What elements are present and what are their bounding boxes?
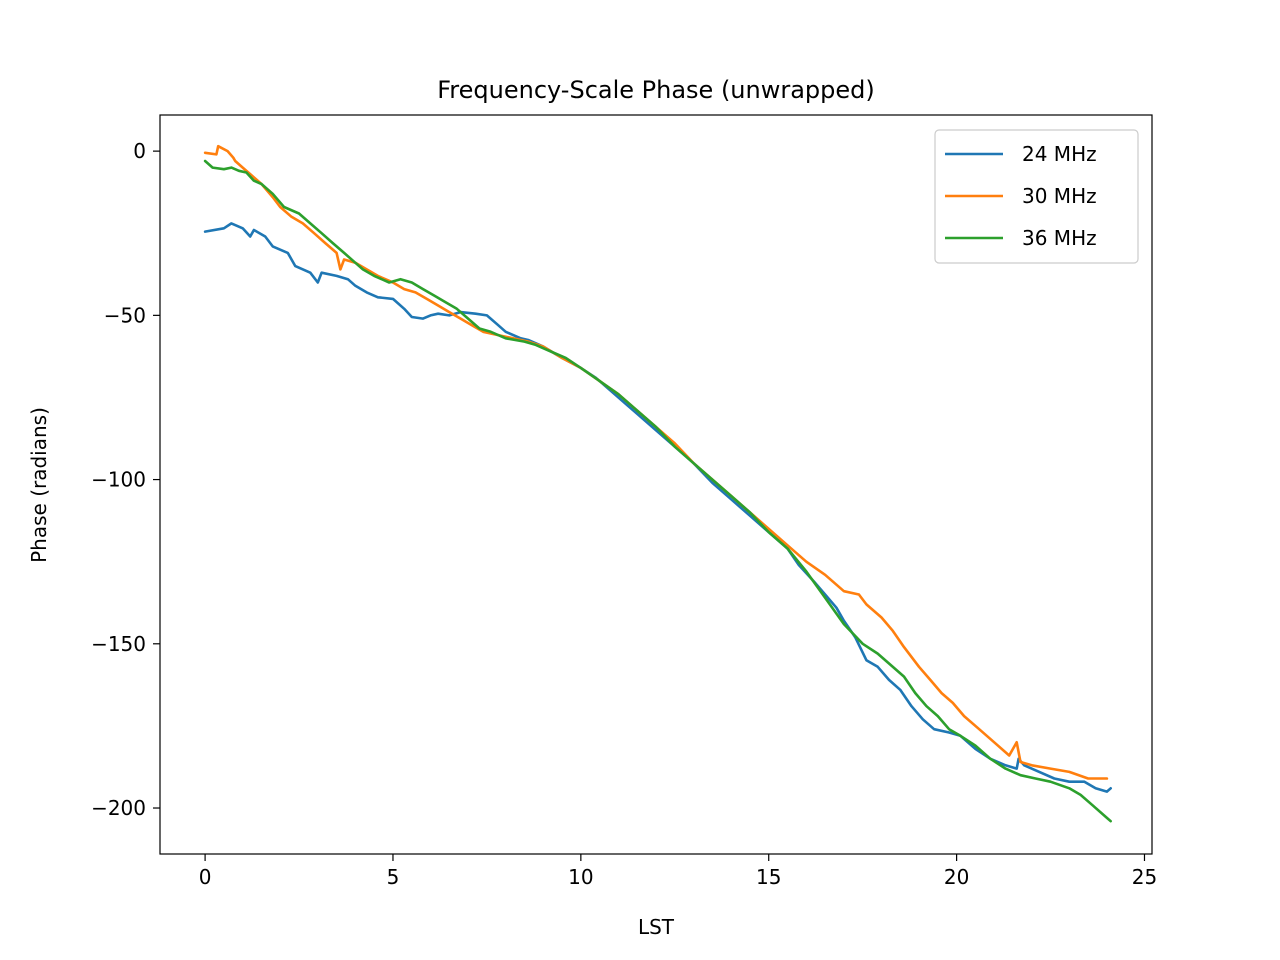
tick-layer: 0 5 10 15 20 25 0 −50 −100 −150 −200 [91,139,1157,889]
x-tick-label: 10 [568,865,593,889]
series-line-24-mhz [203,222,1112,793]
y-tick-label: −150 [91,632,146,656]
y-tick-label: −100 [91,468,146,492]
legend-box [934,129,1139,264]
series-layer [203,144,1112,823]
x-tick-label: 25 [1132,865,1157,889]
legend-label: 36 MHz [1022,226,1097,250]
y-tick-label: −50 [104,303,146,327]
y-tick-label: −200 [91,796,146,820]
plot-frame [159,114,1153,855]
x-tick-label: 5 [387,865,400,889]
legend-items: 24 MHz 30 MHz 36 MHz [945,142,1097,250]
chart-title: Frequency-Scale Phase (unwrapped) [437,76,875,104]
legend-label: 24 MHz [1022,142,1097,166]
x-tick-label: 0 [199,865,212,889]
series-line-36-mhz [203,159,1112,823]
y-tick-label: 0 [133,139,146,163]
x-tick-label: 15 [756,865,781,889]
legend: 24 MHz 30 MHz 36 MHz [934,129,1139,264]
y-axis-label: Phase (radians) [27,407,51,563]
legend-label: 30 MHz [1022,184,1097,208]
x-tick-label: 20 [944,865,969,889]
x-axis-label: LST [638,915,675,939]
